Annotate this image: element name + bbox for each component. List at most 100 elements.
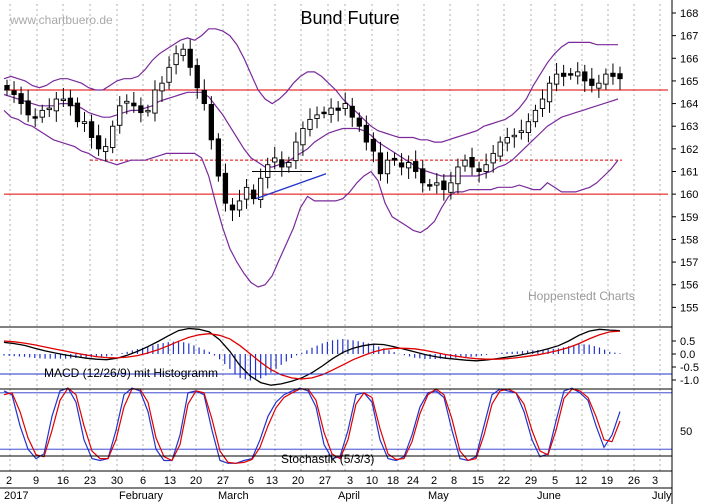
source-label: Hoppenstedt Charts [528, 289, 635, 303]
candle [553, 63, 560, 92]
candle-body [568, 73, 574, 76]
price-tick-label: 163 [680, 121, 698, 133]
candle-body [11, 90, 17, 95]
date-tick-label: 27 [217, 475, 229, 487]
candle-body [194, 65, 200, 89]
candle [272, 146, 278, 170]
candle-body [117, 105, 123, 126]
stoch-label: Stochastik (5/3/3) [281, 452, 374, 466]
date-tick-label: 16 [57, 475, 69, 487]
candle [546, 76, 553, 113]
candle [603, 68, 609, 90]
candle [11, 81, 17, 103]
candle-body [525, 121, 532, 134]
candle [18, 86, 24, 115]
candle [363, 115, 369, 151]
candle [427, 178, 433, 191]
candle [187, 39, 193, 76]
candle-body [575, 71, 581, 77]
candle-body [335, 107, 341, 111]
candle [173, 45, 179, 75]
stoch-d-line [3, 387, 621, 464]
date-tick-label: 2 [431, 475, 437, 487]
date-tick-label: 2 [6, 475, 12, 487]
price-tick-label: 159 [680, 212, 698, 224]
candle-body [4, 85, 10, 91]
candle-body [363, 124, 369, 143]
candle-body [32, 116, 38, 119]
candle-body [511, 134, 517, 138]
candle [483, 153, 489, 179]
candle [4, 79, 10, 96]
candle [349, 97, 355, 127]
watermark: www.chartbuero.de [9, 13, 113, 27]
candle [60, 87, 67, 107]
candle [95, 124, 102, 156]
candle [243, 178, 250, 209]
candle [74, 97, 81, 128]
candle [525, 113, 532, 143]
candle-body [110, 125, 116, 148]
date-tick-label: 18 [387, 475, 399, 487]
candle [596, 74, 602, 98]
candle [490, 145, 496, 173]
candle [497, 136, 503, 162]
candle-body [448, 182, 454, 193]
date-tick-label: 3 [652, 475, 658, 487]
candle-body [434, 182, 440, 186]
candle-body [342, 103, 348, 110]
date-tick-label: 10 [366, 475, 378, 487]
candle [370, 132, 377, 163]
candle [582, 64, 588, 93]
candle [201, 79, 207, 111]
candle-body [74, 102, 81, 123]
candle-body [596, 82, 602, 89]
candle [476, 161, 482, 183]
candle-body [497, 141, 503, 157]
candle-body [370, 138, 377, 152]
candle-body [272, 157, 278, 163]
candle-body [279, 159, 285, 168]
candle [67, 89, 74, 116]
candle [131, 92, 137, 113]
date-tick-label: 23 [84, 475, 96, 487]
axes-layer: 2 9 16 23 30 6 13 20 27 6 13 20 27 3 10 18 24 2 8 15 22 29 5 12… [0, 0, 699, 504]
date-tick-label: 30 [111, 475, 123, 487]
candle-body [39, 109, 45, 118]
candle-body [229, 204, 236, 211]
candle [455, 158, 461, 194]
candle-body [102, 146, 109, 153]
candle [265, 157, 271, 189]
bollinger-upper [3, 28, 618, 143]
candle-body [307, 118, 313, 130]
macd-tick-label: 0.5 [680, 336, 695, 348]
price-tick-label: 165 [680, 76, 698, 88]
price-tick-label: 160 [680, 189, 698, 201]
bollinger-lower [3, 109, 619, 288]
candle-body [293, 141, 299, 162]
candle [321, 106, 327, 119]
price-tick-label: 156 [680, 280, 698, 292]
price-tick-label: 167 [680, 31, 698, 43]
candle-body [610, 72, 616, 77]
price-tick-label: 158 [680, 234, 698, 246]
macd-tick-label: 0.0 [680, 349, 695, 361]
candle [589, 68, 595, 93]
candle [504, 127, 510, 152]
date-tick-label: 5 [552, 475, 558, 487]
candle-body [236, 200, 243, 211]
candle-body [356, 117, 362, 127]
candle-body [405, 161, 412, 169]
date-tick-label: 13 [266, 475, 278, 487]
stoch-tick-label: 50 [680, 426, 692, 438]
date-tick-label: 3 [347, 475, 353, 487]
candle-body [208, 104, 214, 141]
candle-body [131, 102, 137, 107]
candle [293, 132, 299, 170]
date-tick-label: 15 [472, 475, 484, 487]
candle [110, 120, 116, 154]
candle-body [243, 186, 250, 200]
candle-body [427, 184, 433, 187]
candle-body [603, 73, 609, 85]
price-panel [3, 28, 668, 288]
